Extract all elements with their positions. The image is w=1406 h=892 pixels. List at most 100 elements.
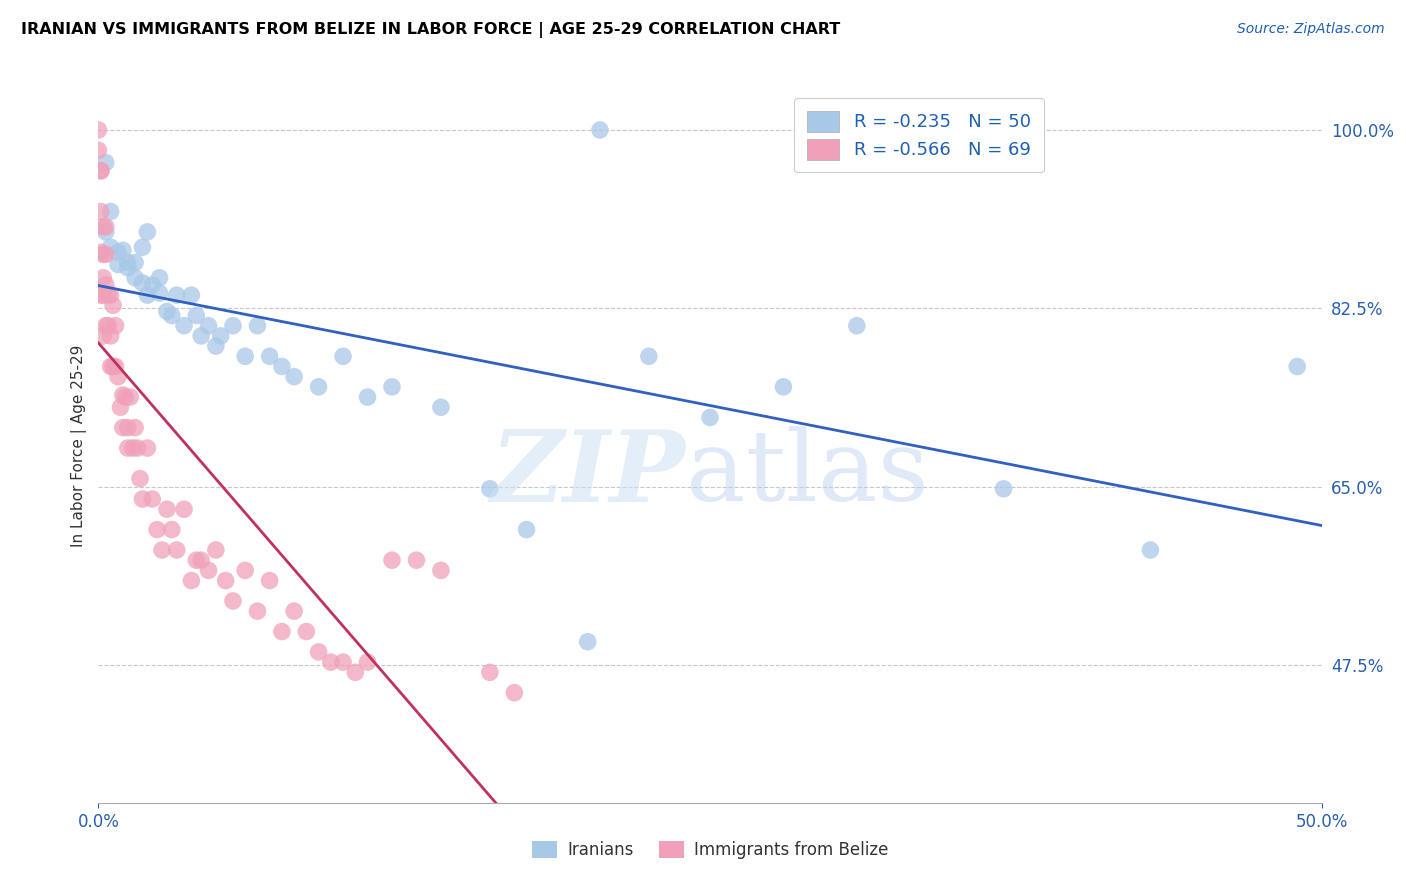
Point [993, 482, 1015, 496]
Point [141, 277, 163, 292]
Point [100, 359, 122, 374]
Point [356, 655, 378, 669]
Point [90, 163, 112, 178]
Point [136, 225, 159, 239]
Point [222, 594, 245, 608]
Point [149, 270, 172, 285]
Point [186, 309, 208, 323]
Point [94, 225, 117, 239]
Point [131, 491, 153, 506]
Point [186, 553, 208, 567]
Point [637, 349, 661, 363]
Point [699, 410, 721, 425]
Point [107, 369, 129, 384]
Point [1286, 359, 1309, 374]
Point [197, 318, 219, 333]
Point [405, 553, 427, 567]
Point [772, 380, 794, 394]
Point [117, 260, 139, 275]
Point [101, 298, 124, 312]
Point [209, 329, 232, 343]
Point [149, 286, 172, 301]
Point [270, 359, 294, 374]
Text: ZIP: ZIP [491, 426, 686, 523]
Point [197, 563, 219, 577]
Point [107, 245, 129, 260]
Point [332, 655, 354, 669]
Point [111, 244, 134, 258]
Point [124, 255, 146, 269]
Point [120, 390, 142, 404]
Point [180, 574, 202, 588]
Point [295, 624, 318, 639]
Point [156, 304, 179, 318]
Point [117, 441, 139, 455]
Point [478, 665, 501, 680]
Point [91, 329, 114, 343]
Point [576, 634, 599, 648]
Point [381, 380, 404, 394]
Point [136, 441, 159, 455]
Point [190, 329, 212, 343]
Point [100, 204, 122, 219]
Point [129, 472, 152, 486]
Point [515, 523, 537, 537]
Point [214, 574, 236, 588]
Point [283, 604, 305, 618]
Point [136, 288, 159, 302]
Text: Source: ZipAtlas.com: Source: ZipAtlas.com [1237, 22, 1385, 37]
Point [150, 543, 173, 558]
Point [259, 574, 281, 588]
Point [156, 502, 179, 516]
Point [131, 240, 153, 254]
Point [97, 318, 120, 333]
Point [503, 686, 526, 700]
Point [100, 240, 122, 254]
Point [332, 349, 354, 363]
Point [381, 553, 404, 567]
Text: IRANIAN VS IMMIGRANTS FROM BELIZE IN LABOR FORCE | AGE 25-29 CORRELATION CHART: IRANIAN VS IMMIGRANTS FROM BELIZE IN LAB… [21, 22, 841, 38]
Point [308, 645, 330, 659]
Point [124, 270, 146, 285]
Point [319, 655, 342, 669]
Point [107, 258, 129, 272]
Point [478, 482, 501, 496]
Point [259, 349, 281, 363]
Point [283, 369, 305, 384]
Point [110, 401, 132, 415]
Point [121, 441, 143, 455]
Point [1139, 543, 1161, 558]
Point [246, 604, 269, 618]
Point [91, 288, 114, 302]
Point [160, 309, 183, 323]
Point [190, 553, 212, 567]
Point [141, 491, 163, 506]
Point [91, 247, 114, 261]
Point [160, 523, 183, 537]
Point [344, 665, 367, 680]
Point [173, 502, 195, 516]
Point [222, 318, 245, 333]
Point [146, 523, 169, 537]
Point [308, 380, 330, 394]
Point [430, 563, 453, 577]
Point [90, 245, 112, 260]
Point [94, 277, 117, 292]
Point [90, 163, 112, 178]
Point [233, 563, 256, 577]
Point [127, 441, 149, 455]
Legend: Iranians, Immigrants from Belize: Iranians, Immigrants from Belize [526, 834, 894, 866]
Point [104, 359, 127, 374]
Point [114, 390, 136, 404]
Point [97, 288, 120, 302]
Point [233, 349, 256, 363]
Point [111, 420, 134, 434]
Point [87, 123, 110, 137]
Point [90, 288, 112, 302]
Point [180, 288, 202, 302]
Point [124, 420, 146, 434]
Point [589, 123, 612, 137]
Point [111, 388, 134, 402]
Y-axis label: In Labor Force | Age 25-29: In Labor Force | Age 25-29 [72, 345, 87, 547]
Point [117, 255, 139, 269]
